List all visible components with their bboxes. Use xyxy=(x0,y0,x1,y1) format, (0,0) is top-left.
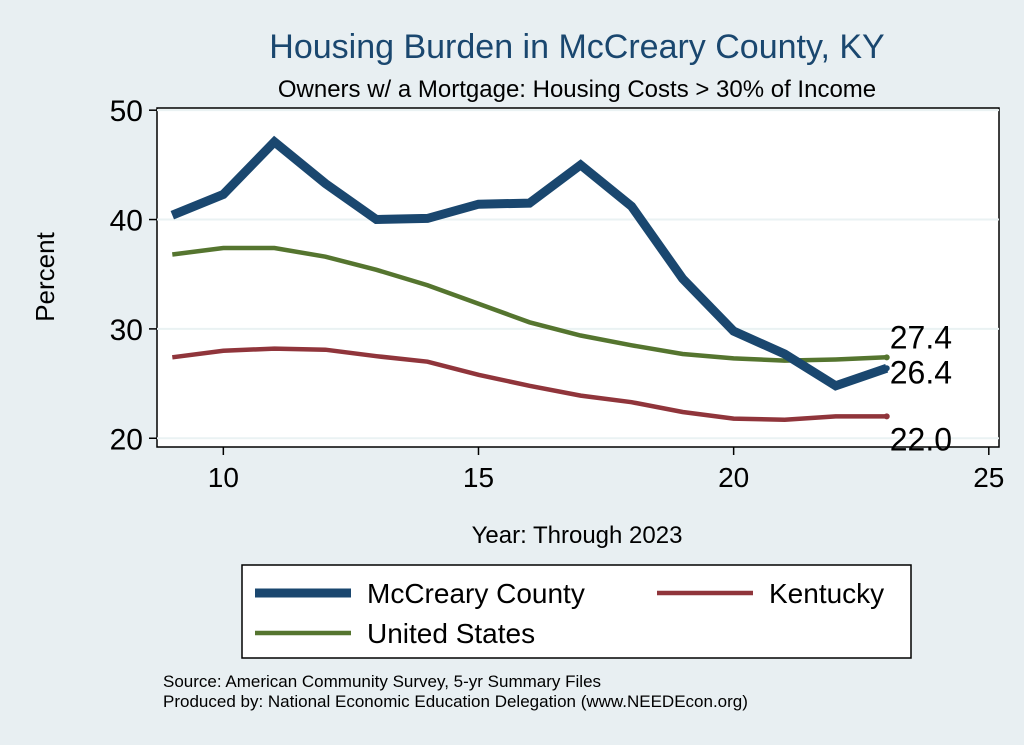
legend-label-mccreary-county: McCreary County xyxy=(367,578,585,609)
y-axis-label: Percent xyxy=(30,231,60,321)
producer-note: Produced by: National Economic Education… xyxy=(163,692,748,711)
y-tick-label: 40 xyxy=(110,205,143,238)
end-point-united-states xyxy=(883,354,890,361)
end-point-mccreary-county xyxy=(883,365,890,372)
chart-subtitle: Owners w/ a Mortgage: Housing Costs > 30… xyxy=(278,76,876,103)
end-point-kentucky xyxy=(883,413,890,420)
x-tick-label: 20 xyxy=(718,462,749,493)
series-line-kentucky xyxy=(172,346,887,422)
source-note: Source: American Community Survey, 5-yr … xyxy=(163,672,602,691)
series-lines xyxy=(170,135,890,422)
legend-box xyxy=(241,564,912,659)
y-tick-label: 50 xyxy=(110,95,143,128)
x-tick-label: 25 xyxy=(973,462,1004,493)
series-line-united-states xyxy=(172,245,887,363)
axes: 20 30 40 50 10 15 20 25 xyxy=(110,95,1005,493)
footer: Source: American Community Survey, 5-yr … xyxy=(163,672,748,712)
end-label-kentucky: 22.0 xyxy=(890,421,952,457)
legend-label-kentucky: Kentucky xyxy=(769,578,884,609)
legend-label-united-states: United States xyxy=(367,618,535,649)
chart-title: Housing Burden in McCreary County, KY xyxy=(269,28,884,66)
y-tick-label: 20 xyxy=(110,423,143,456)
end-labels: 26.4 22.0 27.4 xyxy=(890,319,952,457)
y-tick-label: 30 xyxy=(110,314,143,347)
series-line-mccreary-county xyxy=(170,135,889,391)
x-axis-label: Year: Through 2023 xyxy=(472,522,683,549)
x-tick-label: 15 xyxy=(463,462,494,493)
x-tick-label: 10 xyxy=(208,462,239,493)
legend: McCreary County Kentucky United States xyxy=(255,578,884,649)
end-label-united-states: 27.4 xyxy=(890,319,952,355)
end-label-mccreary-county: 26.4 xyxy=(890,354,952,390)
grid xyxy=(157,109,999,440)
